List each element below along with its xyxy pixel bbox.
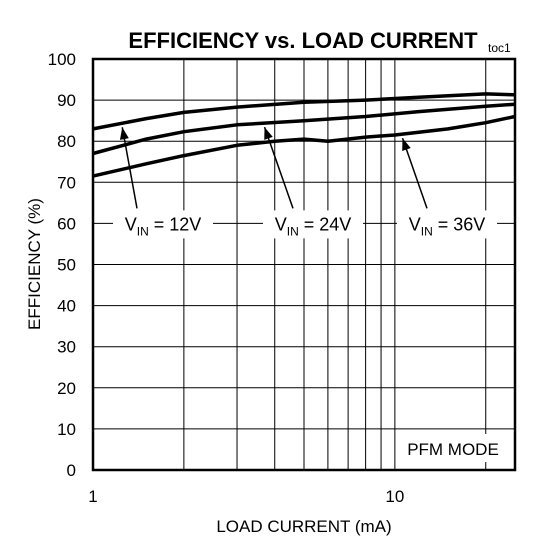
chart-title: EFFICIENCY vs. LOAD CURRENT [128,28,478,53]
annotation-arrow-line [121,127,138,209]
y-tick-label: 20 [57,379,76,398]
series-label-vin-36v: VIN = 36V [409,214,486,238]
annotation-arrow-head [119,127,129,140]
series-annotations: VIN = 12V VIN = 24V VIN = 36V [113,126,497,239]
annotation-bg [263,210,363,239]
series-line-vin-12v [92,92,516,131]
mode-label-bg [398,434,508,462]
y-tick-label: 100 [48,50,76,69]
annotation-bg [113,210,213,239]
y-tick-label: 60 [57,214,76,233]
y-tick-label: 30 [57,338,76,357]
series-lines [92,92,516,178]
figure-id: toc1 [488,41,511,55]
y-tick-label: 40 [57,297,76,316]
y-tick-label: 10 [57,420,76,439]
annotation-bg [397,210,497,239]
x-tick-labels: 1 10 [88,487,404,506]
plot-frame [91,57,517,472]
y-tick-label: 0 [67,461,76,480]
series-line-vin-24v [92,102,516,156]
series-line-vin-36v [92,114,516,178]
x-tick-label: 10 [385,487,404,506]
y-tick-label: 80 [57,132,76,151]
annotation-arrow-head [402,138,411,151]
x-tick-label: 1 [88,487,97,506]
x-axis-label: LOAD CURRENT (mA) [216,517,391,536]
y-axis-label: EFFICIENCY (%) [25,198,44,330]
series-label-vin-12v: VIN = 12V [125,214,202,238]
y-tick-label: 90 [57,91,76,110]
annotation-arrow-head [264,127,273,140]
series-label-vin-24v: VIN = 24V [275,214,352,238]
annotation-arrow-line [263,126,294,209]
y-tick-labels: 0 10 20 30 40 50 60 70 80 90 100 [48,50,76,480]
mode-label: PFM MODE [407,440,499,459]
y-tick-label: 50 [57,256,76,275]
y-tick-label: 70 [57,173,76,192]
annotation-arrow-line [401,137,428,209]
